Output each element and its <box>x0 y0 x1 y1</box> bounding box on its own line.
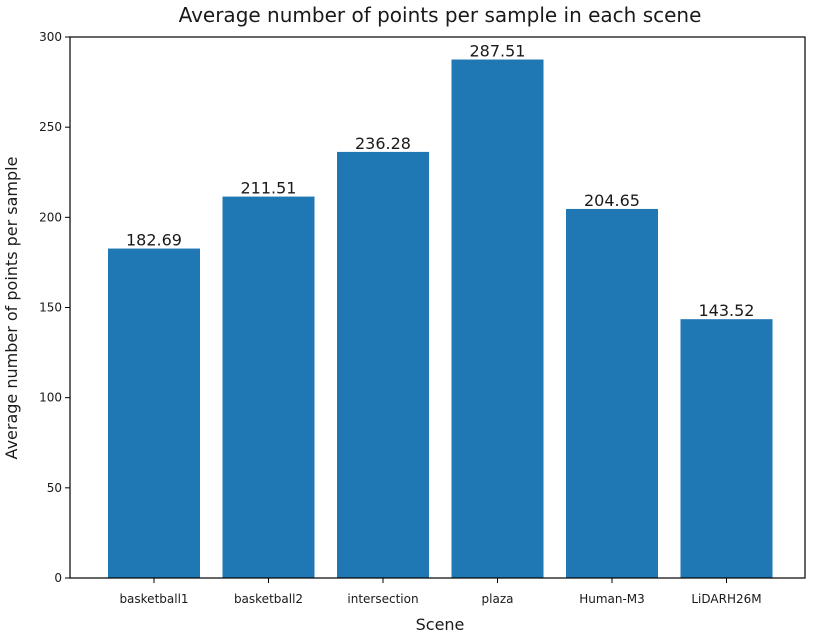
bars <box>108 59 773 579</box>
x-axis-label: Scene <box>416 615 465 634</box>
y-tick-label: 200 <box>39 210 62 224</box>
bar-value-label: 204.65 <box>584 191 640 210</box>
bar-plaza <box>451 59 544 579</box>
bar-value-label: 143.52 <box>699 301 755 320</box>
bar-basketball1 <box>108 248 200 579</box>
bar-intersection <box>337 151 429 579</box>
x-axis: basketball1 basketball2 intersection plaza H… <box>119 578 762 606</box>
plot-frame <box>69 36 806 579</box>
x-tick-label: Human-M3 <box>579 592 645 606</box>
x-tick-label: basketball1 <box>119 592 188 606</box>
y-tick-label: 300 <box>39 30 62 44</box>
bar-basketball2 <box>222 196 315 578</box>
x-tick-label: LiDARH26M <box>691 592 761 606</box>
y-tick-label: 250 <box>39 120 62 134</box>
y-tick-label: 0 <box>54 571 62 585</box>
y-tick-label: 150 <box>39 301 62 315</box>
x-tick-label: plaza <box>482 592 514 606</box>
y-axis-label: Average number of points per sample <box>2 157 21 460</box>
x-tick-label: intersection <box>347 592 418 606</box>
bar-labels: 182.69 211.51 236.28 287.51 204.65 143.52 <box>126 42 754 321</box>
bar-value-label: 287.51 <box>470 42 526 61</box>
y-tick-label: 50 <box>47 481 62 495</box>
bar-value-label: 236.28 <box>355 134 411 153</box>
bar-human-m3 <box>566 208 658 579</box>
bar-value-label: 182.69 <box>126 231 182 250</box>
bar-lidarh26m <box>680 319 773 578</box>
y-axis: 0 50 100 150 200 250 300 <box>39 30 70 585</box>
x-tick-label: basketball2 <box>234 592 303 606</box>
chart-title: Average number of points per sample in e… <box>179 3 702 27</box>
y-tick-label: 100 <box>39 391 62 405</box>
bar-value-label: 211.51 <box>241 179 297 198</box>
